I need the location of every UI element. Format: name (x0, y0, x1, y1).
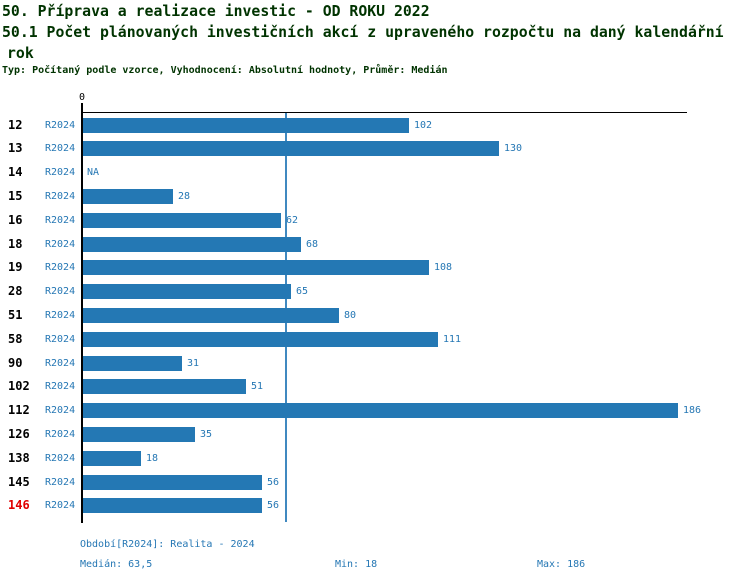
bar (83, 451, 141, 466)
chart-row: 58 R2024 111 (0, 332, 750, 347)
row-series-label: R2024 (45, 405, 76, 416)
bar-value-label: 56 (267, 500, 280, 511)
bar (83, 141, 499, 156)
bar-value-label: 80 (344, 310, 357, 321)
footer-period: Období[R2024]: Realita - 2024 (80, 539, 255, 550)
row-category-label: 12 (8, 118, 23, 132)
bar (83, 403, 678, 418)
row-series-label: R2024 (45, 239, 76, 250)
report-title-line3: rok (7, 45, 34, 62)
chart-row: 146 R2024 56 (0, 498, 750, 513)
report-title-line1: 50. Příprava a realizace investic - OD R… (2, 3, 430, 20)
row-category-label: 146 (8, 498, 30, 512)
chart-row: 12 R2024 102 (0, 118, 750, 133)
bar-value-label: 111 (443, 334, 462, 345)
chart-row: 138 R2024 18 (0, 451, 750, 466)
bar (83, 118, 409, 133)
chart-row: 90 R2024 31 (0, 356, 750, 371)
bar (83, 189, 173, 204)
bar (83, 379, 246, 394)
bar (83, 475, 262, 490)
bar-value-label: 51 (251, 381, 264, 392)
chart-row: 28 R2024 65 (0, 284, 750, 299)
row-category-label: 28 (8, 284, 23, 298)
row-category-label: 15 (8, 189, 23, 203)
chart-row: 14 R2024 NA (0, 165, 750, 180)
row-series-label: R2024 (45, 167, 76, 178)
bar-value-label: 186 (683, 405, 702, 416)
row-category-label: 58 (8, 332, 23, 346)
row-series-label: R2024 (45, 286, 76, 297)
row-category-label: 102 (8, 379, 30, 393)
row-category-label: 14 (8, 165, 23, 179)
bar (83, 284, 291, 299)
row-series-label: R2024 (45, 310, 76, 321)
bar-value-label: 18 (146, 453, 159, 464)
chart-row: 145 R2024 56 (0, 475, 750, 490)
chart-row: 15 R2024 28 (0, 189, 750, 204)
chart-row: 112 R2024 186 (0, 403, 750, 418)
row-category-label: 16 (8, 213, 23, 227)
row-series-label: R2024 (45, 215, 76, 226)
bar-value-label: 28 (178, 191, 191, 202)
chart-row: 16 R2024 62 (0, 213, 750, 228)
bar-value-label: 56 (267, 477, 280, 488)
chart-row: 102 R2024 51 (0, 379, 750, 394)
y-axis-line (81, 103, 83, 523)
row-category-label: 90 (8, 356, 23, 370)
bar (83, 498, 262, 513)
row-series-label: R2024 (45, 453, 76, 464)
row-category-label: 51 (8, 308, 23, 322)
bar-value-label: 108 (434, 262, 453, 273)
footer-min-stat: Min: 18 (335, 559, 378, 570)
row-series-label: R2024 (45, 143, 76, 154)
row-series-label: R2024 (45, 429, 76, 440)
footer-max-stat: Max: 186 (537, 559, 586, 570)
chart-row: 126 R2024 35 (0, 427, 750, 442)
row-series-label: R2024 (45, 191, 76, 202)
chart-row: 18 R2024 68 (0, 237, 750, 252)
bar (83, 213, 281, 228)
row-category-label: 112 (8, 403, 30, 417)
footer-median-stat: Medián: 63,5 (80, 559, 153, 570)
bar-value-label: 102 (414, 120, 433, 131)
bar-value-label: 62 (286, 215, 299, 226)
row-series-label: R2024 (45, 334, 76, 345)
bar (83, 356, 182, 371)
report-subtitle: Typ: Počítaný podle vzorce, Vyhodnocení:… (2, 65, 448, 76)
row-category-label: 18 (8, 237, 23, 251)
row-category-label: 13 (8, 141, 23, 155)
row-series-label: R2024 (45, 477, 76, 488)
row-series-label: R2024 (45, 358, 76, 369)
row-category-label: 126 (8, 427, 30, 441)
bar-value-label: 68 (306, 239, 319, 250)
bar-value-label: 35 (200, 429, 213, 440)
bar-value-label: 130 (504, 143, 523, 154)
bar (83, 237, 301, 252)
bar (83, 427, 195, 442)
row-series-label: R2024 (45, 381, 76, 392)
chart-row: 51 R2024 80 (0, 308, 750, 323)
chart-row: 13 R2024 130 (0, 141, 750, 156)
row-series-label: R2024 (45, 500, 76, 511)
x-axis-zero-label: 0 (78, 92, 86, 103)
bar (83, 260, 429, 275)
row-series-label: R2024 (45, 262, 76, 273)
chart-row: 19 R2024 108 (0, 260, 750, 275)
row-category-label: 145 (8, 475, 30, 489)
bar-value-label: NA (87, 167, 100, 178)
bar (83, 332, 438, 347)
row-series-label: R2024 (45, 120, 76, 131)
chart-top-border (82, 112, 687, 113)
row-category-label: 138 (8, 451, 30, 465)
bar-value-label: 65 (296, 286, 309, 297)
row-category-label: 19 (8, 260, 23, 274)
bar (83, 308, 339, 323)
bar-value-label: 31 (187, 358, 200, 369)
report-title-line2: 50.1 Počet plánovaných investičních akcí… (2, 24, 724, 41)
